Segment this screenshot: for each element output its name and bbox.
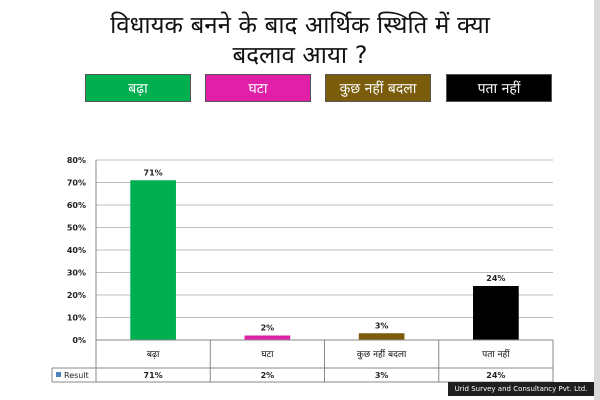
y-tick-label: 30% <box>67 269 86 278</box>
legend-box-dont-know-label: पता नहीं <box>477 81 521 97</box>
y-tick-label: 70% <box>67 179 86 188</box>
table-cell-value: 3% <box>375 371 389 380</box>
legend-box-decreased-label: घटा <box>248 81 268 97</box>
y-tick-label: 80% <box>67 156 86 165</box>
legend-marker <box>56 372 61 377</box>
chart-title: विधायक बनने के बाद आर्थिक स्थिति में क्य… <box>40 10 560 70</box>
x-tick-label: बढ़ा <box>147 350 160 360</box>
legend-box-decreased: घटा <box>205 74 311 102</box>
legend-box-increased-label: बढ़ा <box>128 81 148 97</box>
y-tick-label: 10% <box>67 314 86 323</box>
right-edge-bar <box>594 0 600 400</box>
legend-box-no-change: कुछ नहीं बदला <box>325 74 431 102</box>
y-tick-label: 40% <box>67 246 86 255</box>
chart-title-line-1: विधायक बनने के बाद आर्थिक स्थिति में क्य… <box>110 11 490 39</box>
legend-box-no-change-label: कुछ नहीं बदला <box>339 81 417 97</box>
legend-box-dont-know: पता नहीं <box>446 74 552 102</box>
footer-credit: Urid Survey and Consultancy Pvt. Ltd. <box>448 382 594 396</box>
data-label: 24% <box>486 274 505 283</box>
legend-box-increased: बढ़ा <box>85 74 191 102</box>
legend-series-name: Result <box>64 371 89 380</box>
y-tick-label: 20% <box>67 291 86 300</box>
data-label: 3% <box>375 321 389 330</box>
y-tick-label: 50% <box>67 224 86 233</box>
x-tick-label: कुछ नहीं बदला <box>357 348 407 360</box>
table-cell-value: 2% <box>261 371 275 380</box>
bar <box>358 333 405 340</box>
y-tick-label: 0% <box>72 336 86 345</box>
table-cell-value: 71% <box>144 371 163 380</box>
x-tick-label: पता नहीं <box>482 348 510 360</box>
bar <box>130 180 176 340</box>
chart-title-line-2: बदलाव आया ? <box>232 41 368 69</box>
bar <box>244 335 291 340</box>
x-tick-label: घटा <box>261 350 274 360</box>
bar <box>473 286 519 340</box>
y-tick-label: 60% <box>67 201 86 210</box>
data-label: 2% <box>261 324 275 333</box>
table-cell-value: 24% <box>486 371 505 380</box>
data-label: 71% <box>144 168 163 177</box>
